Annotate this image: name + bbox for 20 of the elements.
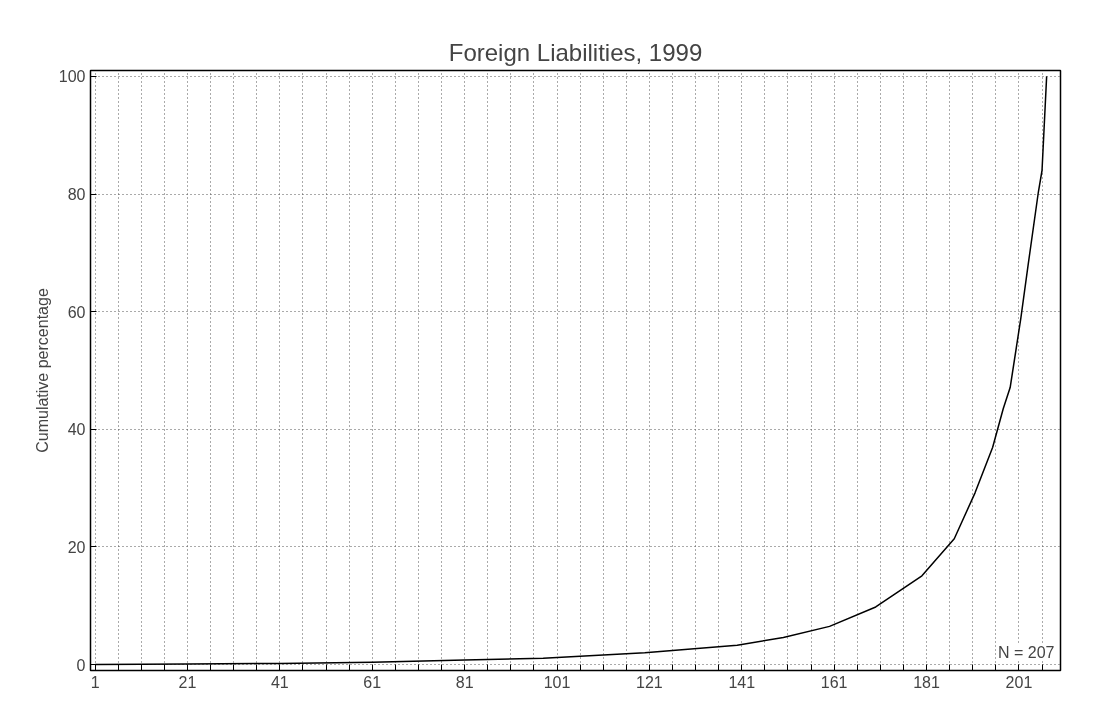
x-tick-label: 41 (270, 673, 289, 691)
y-tick-label: 80 (67, 186, 86, 204)
x-tick-label: 161 (820, 673, 848, 691)
x-tick-label: 141 (728, 673, 756, 691)
x-tick-label: 61 (363, 673, 382, 691)
x-tick-label: 101 (543, 673, 571, 691)
y-tick-label: 20 (67, 538, 86, 556)
y-tick-label: 40 (67, 421, 86, 439)
y-tick-label: 100 (58, 68, 86, 86)
y-tick-label: 0 (76, 656, 86, 674)
x-tick-label: 121 (636, 673, 663, 691)
chart-title: Foreign Liabilities, 1999 (448, 38, 703, 66)
x-tick-label: 21 (178, 673, 197, 691)
x-tick-label: 181 (913, 673, 940, 691)
y-axis-title: Cumulative percentage (33, 288, 51, 453)
annotation: N = 207 (998, 643, 1055, 661)
x-tick-label: 81 (455, 673, 474, 691)
x-tick-label: 201 (1005, 673, 1033, 691)
y-tick-label: 60 (67, 303, 86, 321)
x-tick-label: 1 (90, 673, 100, 691)
